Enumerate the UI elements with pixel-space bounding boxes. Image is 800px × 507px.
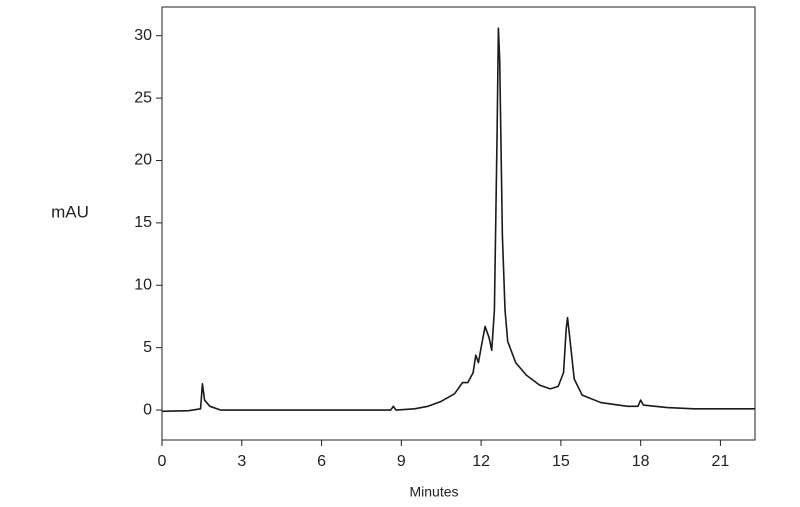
y-tick-label: 20 xyxy=(134,152,152,169)
y-tick-label: 15 xyxy=(134,214,152,231)
x-tick-label: 3 xyxy=(237,453,246,470)
x-tick-label: 6 xyxy=(317,453,326,470)
x-tick-label: 21 xyxy=(712,453,730,470)
x-tick-label: 9 xyxy=(397,453,406,470)
x-tick-label: 15 xyxy=(552,453,570,470)
x-tick-label: 0 xyxy=(158,453,167,470)
y-tick-label: 10 xyxy=(134,276,152,293)
y-tick-label: 5 xyxy=(143,339,152,356)
x-tick-label: 12 xyxy=(472,453,490,470)
x-tick-label: 18 xyxy=(632,453,650,470)
trace xyxy=(161,27,755,413)
x-axis-label: Minutes xyxy=(409,484,458,500)
y-axis-label: mAU xyxy=(51,202,89,221)
plot-frame xyxy=(161,6,756,441)
y-tick-label: 0 xyxy=(143,401,152,418)
y-tick-label: 25 xyxy=(134,89,152,106)
y-tick-label: 30 xyxy=(134,27,152,44)
